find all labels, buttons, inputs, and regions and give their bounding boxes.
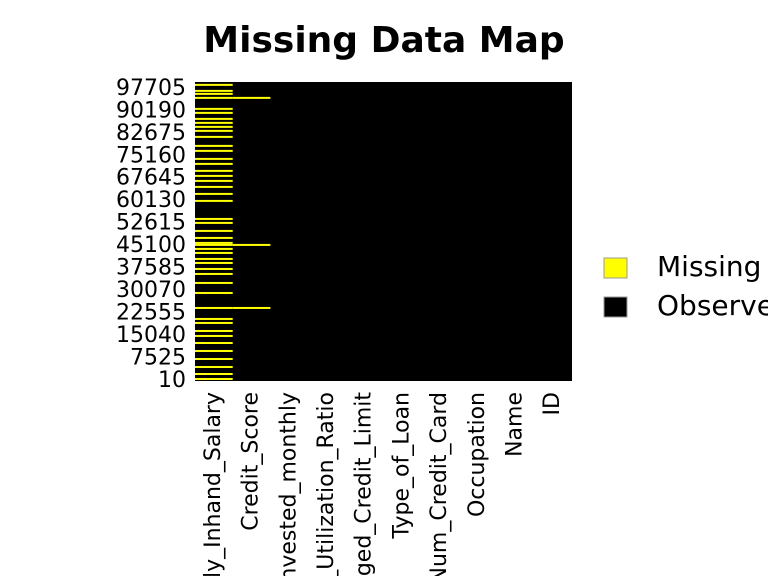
- x-tick-label: Monthly_Inhand_Salary: [201, 392, 226, 576]
- x-tick-label: Amount_invested_monthly: [276, 392, 301, 576]
- missing-cell: [195, 377, 233, 380]
- legend-label: Missing: [657, 250, 761, 283]
- missing-cell: [195, 236, 233, 239]
- heatmap-background: [195, 82, 572, 381]
- missing-cell: [195, 179, 233, 182]
- missing-cell: [195, 199, 233, 202]
- missing-cell: [195, 121, 233, 124]
- missing-cell: [195, 334, 233, 337]
- y-tick-label: 75160: [116, 143, 186, 168]
- missing-cell: [195, 306, 233, 309]
- missing-cell: [195, 135, 233, 138]
- missing-cell: [195, 257, 233, 260]
- legend-swatch: [603, 296, 628, 318]
- missing-cell: [232, 306, 271, 309]
- missing-cell: [195, 174, 233, 177]
- missing-cell: [195, 291, 233, 294]
- y-tick-label: 30070: [116, 278, 186, 303]
- y-tick-label: 37585: [116, 256, 186, 281]
- missing-cell: [195, 317, 233, 320]
- missing-cell: [195, 96, 233, 99]
- missing-cell: [195, 329, 233, 332]
- missing-cell: [195, 243, 233, 246]
- y-tick-label: 7525: [130, 346, 186, 371]
- missing-cell: [195, 111, 233, 114]
- missing-cell: [195, 144, 233, 147]
- x-tick-label: Changed_Credit_Limit: [352, 392, 377, 576]
- missing-cell: [195, 241, 233, 244]
- missing-cell: [195, 247, 233, 250]
- y-tick-label: 97705: [116, 76, 186, 101]
- y-tick-label: 10: [158, 368, 186, 393]
- missing-cell: [232, 96, 271, 99]
- missing-cell: [195, 185, 233, 188]
- missing-cell: [195, 221, 233, 224]
- x-tick-label: Num_Credit_Card: [427, 392, 452, 576]
- missing-cell: [195, 229, 233, 232]
- missing-cell: [195, 267, 233, 270]
- missing-cell: [195, 341, 233, 344]
- missing-cell: [195, 373, 233, 376]
- x-tick-label: ID: [540, 392, 565, 415]
- missing-cell: [195, 117, 233, 120]
- missing-cell: [195, 83, 233, 86]
- x-tick-label: Credit_Score: [239, 392, 264, 531]
- missing-cell: [195, 169, 233, 172]
- x-tick-label: Name: [502, 392, 527, 457]
- missing-cell: [195, 89, 233, 92]
- missing-cell: [195, 281, 233, 284]
- y-tick-label: 67645: [116, 166, 186, 191]
- y-tick-label: 22555: [116, 301, 186, 326]
- x-tick-label: Type_of_Loan: [389, 392, 414, 540]
- legend-label: Observed: [657, 289, 768, 322]
- x-tick-label: Credit_Utilization_Ratio: [314, 392, 339, 576]
- y-tick-label: 82675: [116, 121, 186, 146]
- missing-cell: [232, 243, 271, 246]
- missing-cell: [195, 125, 233, 128]
- missing-cell: [195, 149, 233, 152]
- chart-title: Missing Data Map: [203, 20, 564, 61]
- missing-cell: [195, 92, 233, 95]
- missing-cell: [195, 107, 233, 110]
- missing-cell: [195, 157, 233, 160]
- y-tick-label: 90190: [116, 98, 186, 123]
- y-tick-label: 45100: [116, 233, 186, 258]
- missing-cell: [195, 366, 233, 369]
- y-tick-label: 60130: [116, 188, 186, 213]
- missing-cell: [195, 321, 233, 324]
- missing-cell: [195, 349, 233, 352]
- missing-cell: [195, 192, 233, 195]
- y-tick-label: 52615: [116, 211, 186, 236]
- legend-swatch: [603, 257, 628, 279]
- missing-cell: [195, 272, 233, 275]
- missing-cell: [195, 261, 233, 264]
- missing-cell: [195, 217, 233, 220]
- missing-cell: [195, 129, 233, 132]
- missing-cell: [195, 251, 233, 254]
- y-tick-label: 15040: [116, 323, 186, 348]
- x-tick-label: Occupation: [465, 392, 490, 517]
- missing-cell: [195, 357, 233, 360]
- missing-cell: [195, 162, 233, 165]
